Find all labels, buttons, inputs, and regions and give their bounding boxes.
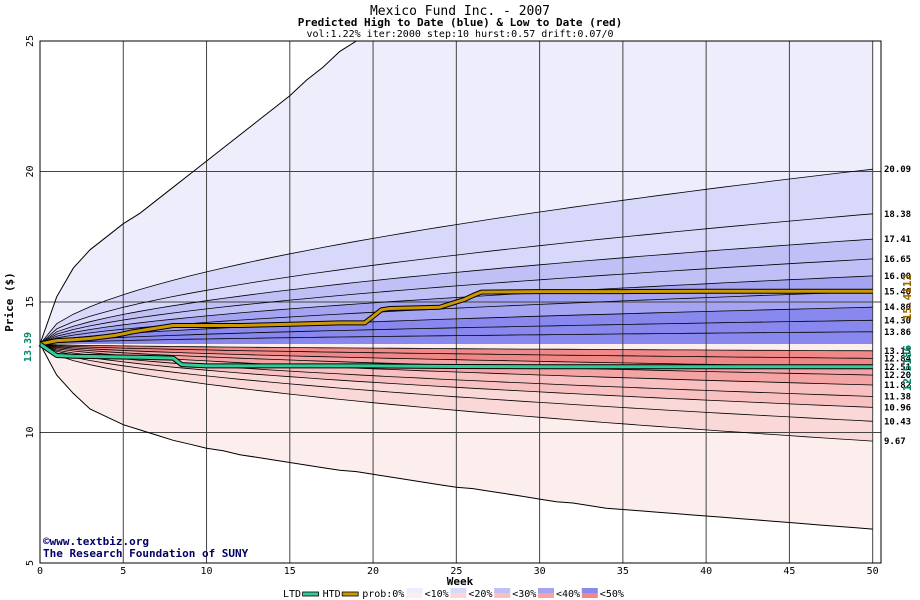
plot-frame	[39, 40, 882, 564]
lower-envelope-line	[39, 343, 873, 530]
quantile-line-10	[39, 343, 873, 359]
legend-label-4: <20%	[468, 589, 492, 600]
quantile-line-8	[39, 331, 873, 345]
x-tick-label-25: 25	[450, 566, 462, 577]
legend-label-7: <50%	[600, 589, 624, 600]
legend-swatch-red-1	[450, 593, 467, 598]
y-tick-label-10: 10	[25, 426, 36, 438]
quantile-line-1	[39, 213, 873, 345]
quantile-line-7	[39, 319, 873, 345]
high-quantile-label-7: 14.30	[884, 316, 911, 326]
legend-label-0: LTD	[283, 589, 301, 600]
x-tick-label-5: 5	[120, 566, 126, 577]
x-axis-label: Week	[447, 575, 474, 588]
series-line-htd	[39, 289, 873, 346]
low-quantile-label-5: 11.38	[884, 392, 911, 402]
start-price-label: 13.39	[23, 332, 34, 362]
low-quantile-label-1: 12.84	[884, 354, 912, 364]
quantile-line-9	[39, 343, 873, 352]
legend-label-2: prob:0%	[362, 589, 404, 600]
x-tick-label-45: 45	[783, 566, 795, 577]
legend-swatch-red-3	[538, 593, 554, 598]
series-lines	[38, 288, 873, 370]
legend-label-3: <10%	[425, 589, 449, 600]
red-band-5	[40, 344, 873, 408]
chart-params: vol:1.22% iter:2000 step:10 hurst:0.57 d…	[306, 29, 613, 40]
y-tick-label-5: 5	[25, 560, 36, 566]
quantile-line-16	[39, 343, 873, 422]
low-quantile-label-4: 11.82	[884, 381, 911, 391]
x-tick-label-40: 40	[700, 566, 712, 577]
y-tick-label-15: 15	[25, 296, 36, 308]
legend-swatch-blue-3	[538, 588, 554, 593]
quantile-line-3	[39, 258, 873, 345]
x-tick-label-50: 50	[867, 566, 879, 577]
legend-label-1: HTD	[323, 589, 341, 600]
high-quantile-label-6: 14.80	[884, 303, 911, 313]
legend-swatch-htd	[341, 591, 359, 597]
blue-band-2	[40, 239, 873, 344]
series-line-ltd	[39, 342, 873, 369]
high-quantile-label-1: 18.38	[884, 210, 911, 220]
x-tick-label-15: 15	[284, 566, 296, 577]
x-tick-label-0: 0	[37, 566, 43, 577]
blue-band-3	[40, 258, 873, 344]
high-quantile-label-0: 20.09	[884, 165, 911, 175]
legend-swatch-ltd	[302, 591, 320, 597]
legend-swatch-blue-4	[581, 588, 598, 593]
high-quantile-label-3: 16.65	[884, 255, 911, 265]
end-labels: 20.09 18.38 17.41 16.65 16.00 15.40 14.80 14.30…	[884, 165, 912, 447]
x-tick-label-30: 30	[534, 566, 546, 577]
credit-org: The Research Foundation of SUNY	[43, 547, 249, 560]
low-quantile-label-3: 12.20	[884, 371, 911, 381]
quantile-line-6	[39, 306, 873, 345]
low-quantile-label-6: 10.96	[884, 403, 911, 413]
low-quantile-label-2: 12.51	[884, 363, 911, 373]
red-band-6	[40, 344, 873, 422]
blue-band-0	[40, 169, 873, 344]
low-quantile-label-7: 10.43	[884, 417, 911, 427]
legend-swatch-blue-0	[406, 588, 423, 593]
low-quantile-label-0: 13.13	[884, 347, 911, 357]
quantile-line-17	[39, 343, 873, 442]
high-end-price-label: 15.4112	[901, 274, 914, 320]
legend: LTD HTD prob:0% <10% <20% <30% <40% <50%	[283, 588, 624, 600]
red-band-4	[40, 344, 873, 397]
y-axis-label: Price ($)	[3, 272, 16, 332]
chart-subtitle: Predicted High to Date (blue) & Low to D…	[298, 16, 623, 29]
y-tick-label-25: 25	[25, 35, 36, 47]
low-end-price-label: 12.5186	[901, 344, 914, 391]
low-quantile-label-8: 9.67	[884, 437, 906, 447]
legend-swatch-red-2	[494, 593, 511, 598]
chart-title: Mexico Fund Inc. - 2007	[370, 4, 550, 19]
quantile-line-0	[39, 168, 873, 345]
x-tick-label-35: 35	[617, 566, 629, 577]
high-quantile-label-5: 15.40	[884, 288, 911, 298]
legend-swatch-red-4	[581, 593, 598, 598]
quantile-line-15	[39, 343, 873, 408]
legend-label-5: <30%	[512, 589, 536, 600]
legend-swatch-blue-2	[494, 588, 511, 593]
legend-label-6: <40%	[556, 589, 580, 600]
high-quantile-label-2: 17.41	[884, 235, 911, 245]
blue-band-1	[40, 213, 873, 344]
high-quantile-label-8: 13.86	[884, 328, 911, 338]
quantile-line-4	[39, 275, 873, 345]
legend-swatch-red-0	[406, 593, 423, 598]
quantile-line-2	[39, 238, 873, 345]
y-tick-label-20: 20	[25, 165, 36, 177]
red-band-7	[40, 344, 873, 442]
legend-swatch-blue-1	[450, 588, 467, 593]
red-band-3	[40, 344, 873, 385]
x-tick-label-10: 10	[201, 566, 213, 577]
high-quantile-label-4: 16.00	[884, 272, 911, 282]
credit-url: ©www.textbiz.org	[43, 535, 149, 548]
x-tick-label-20: 20	[367, 566, 379, 577]
